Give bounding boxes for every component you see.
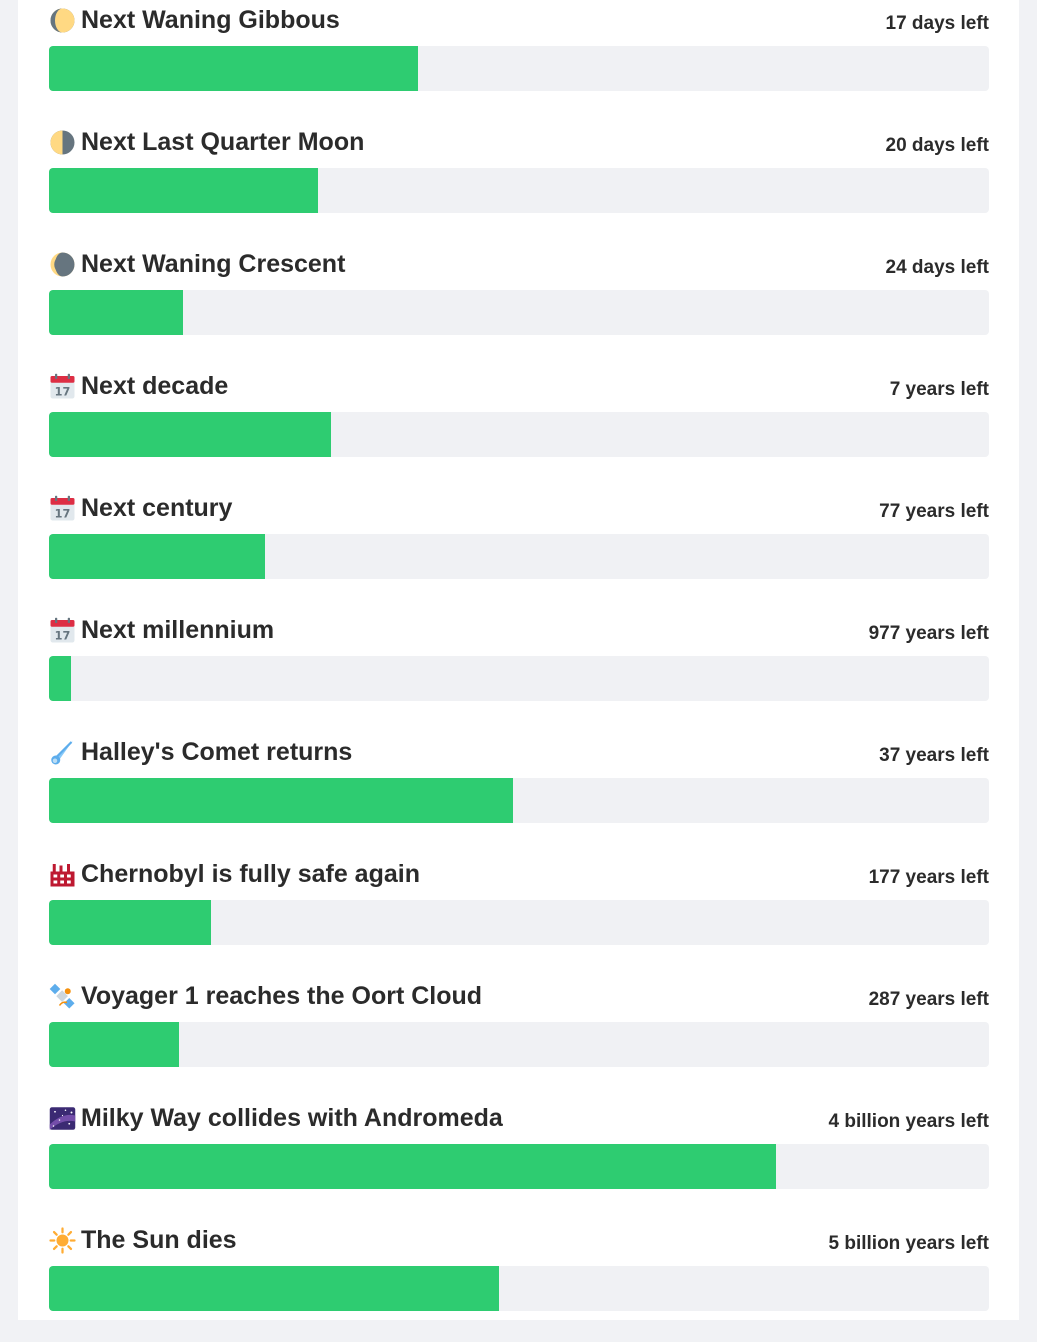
comet-icon bbox=[49, 739, 76, 766]
time-left-label: 20 days left bbox=[885, 135, 990, 156]
svg-text:17: 17 bbox=[55, 629, 71, 642]
time-left-label: 77 years left bbox=[879, 501, 989, 522]
countdown-item: Next Waning Gibbous 17 days left bbox=[49, 0, 989, 122]
countdown-title: 17 Next decade bbox=[49, 370, 228, 402]
countdown-title-text: Halley's Comet returns bbox=[81, 738, 353, 766]
countdown-item-header: Milky Way collides with Andromeda 4 bill… bbox=[49, 1102, 989, 1136]
calendar-icon: 17 bbox=[49, 373, 76, 400]
svg-text:17: 17 bbox=[55, 507, 71, 520]
time-left-label: 977 years left bbox=[868, 623, 989, 644]
progress-track bbox=[49, 46, 989, 91]
countdown-title-text: Next century bbox=[81, 494, 233, 522]
countdown-title: 17 Next century bbox=[49, 492, 232, 524]
countdown-list: Next Waning Gibbous 17 days left Next La… bbox=[49, 0, 989, 1342]
progress-fill bbox=[49, 290, 184, 335]
countdown-item: Halley's Comet returns 37 years left bbox=[49, 732, 989, 854]
satellite-icon bbox=[49, 983, 76, 1010]
progress-track bbox=[49, 534, 989, 579]
time-left-label: 17 days left bbox=[885, 13, 990, 34]
progress-track bbox=[49, 1022, 989, 1067]
progress-track bbox=[49, 1144, 989, 1189]
progress-fill bbox=[49, 1022, 179, 1067]
waning-crescent-moon-icon bbox=[49, 251, 76, 278]
progress-track bbox=[49, 778, 989, 823]
progress-fill bbox=[49, 534, 266, 579]
countdown-item-header: 17 Next millennium 977 years left bbox=[49, 614, 989, 648]
progress-fill bbox=[49, 168, 318, 213]
countdown-title: Next Last Quarter Moon bbox=[49, 126, 364, 158]
progress-fill bbox=[49, 900, 211, 945]
countdown-title-text: Chernobyl is fully safe again bbox=[81, 860, 420, 888]
countdown-item-header: Chernobyl is fully safe again 177 years … bbox=[49, 858, 989, 892]
countdown-title-text: Next Last Quarter Moon bbox=[81, 128, 365, 156]
countdown-title: 17 Next millennium bbox=[49, 614, 274, 646]
progress-fill bbox=[49, 1144, 776, 1189]
waning-gibbous-moon-icon bbox=[49, 7, 76, 34]
countdown-item: 17 Next century 77 years left bbox=[49, 488, 989, 610]
time-left-label: 177 years left bbox=[868, 867, 989, 888]
time-left-label: 4 billion years left bbox=[828, 1111, 990, 1132]
countdown-title: The Sun dies bbox=[49, 1224, 237, 1256]
progress-fill bbox=[49, 656, 71, 701]
progress-track bbox=[49, 290, 989, 335]
calendar-icon: 17 bbox=[49, 495, 76, 522]
progress-fill bbox=[49, 46, 419, 91]
countdown-title-text: The Sun dies bbox=[81, 1226, 237, 1254]
time-left-label: 7 years left bbox=[889, 379, 989, 400]
countdown-item: 17 Next decade 7 years left bbox=[49, 366, 989, 488]
progress-fill bbox=[49, 1266, 500, 1311]
progress-track bbox=[49, 1266, 989, 1311]
progress-track bbox=[49, 412, 989, 457]
countdown-item-header: Next Last Quarter Moon 20 days left bbox=[49, 126, 989, 160]
countdown-title-text: Next decade bbox=[81, 372, 229, 400]
countdown-item-header: Voyager 1 reaches the Oort Cloud 287 yea… bbox=[49, 980, 989, 1014]
time-left-label: 287 years left bbox=[868, 989, 989, 1010]
progress-track bbox=[49, 168, 989, 213]
sun-icon bbox=[49, 1226, 76, 1254]
countdown-item: Next Last Quarter Moon 20 days left bbox=[49, 122, 989, 244]
countdown-title-text: Milky Way collides with Andromeda bbox=[81, 1104, 503, 1132]
countdown-item-header: Next Waning Crescent 24 days left bbox=[49, 248, 989, 282]
countdown-item: 17 Next millennium 977 years left bbox=[49, 610, 989, 732]
countdown-item-header: The Sun dies 5 billion years left bbox=[49, 1224, 989, 1258]
countdown-item: Milky Way collides with Andromeda 4 bill… bbox=[49, 1098, 989, 1220]
countdown-title: Next Waning Gibbous bbox=[49, 4, 340, 36]
countdown-item-header: 17 Next century 77 years left bbox=[49, 492, 989, 526]
countdown-item: Next Waning Crescent 24 days left bbox=[49, 244, 989, 366]
progress-fill bbox=[49, 778, 514, 823]
countdown-item-header: 17 Next decade 7 years left bbox=[49, 370, 989, 404]
countdown-title-text: Voyager 1 reaches the Oort Cloud bbox=[81, 982, 483, 1010]
countdown-item: Voyager 1 reaches the Oort Cloud 287 yea… bbox=[49, 976, 989, 1098]
factory-icon bbox=[49, 861, 76, 888]
time-left-label: 24 days left bbox=[885, 257, 990, 278]
countdown-title-text: Next Waning Gibbous bbox=[81, 6, 340, 34]
countdown-item-header: Next Waning Gibbous 17 days left bbox=[49, 4, 989, 38]
countdown-title: Halley's Comet returns bbox=[49, 736, 352, 768]
countdown-title: Milky Way collides with Andromeda bbox=[49, 1102, 503, 1134]
last-quarter-moon-icon bbox=[49, 129, 76, 156]
countdown-card: Next Waning Gibbous 17 days left Next La… bbox=[18, 0, 1019, 1320]
countdown-title-text: Next millennium bbox=[81, 616, 275, 644]
svg-text:17: 17 bbox=[55, 385, 71, 398]
progress-fill bbox=[49, 412, 331, 457]
milky-way-icon bbox=[49, 1105, 76, 1132]
progress-track bbox=[49, 656, 989, 701]
countdown-title: Chernobyl is fully safe again bbox=[49, 858, 420, 890]
calendar-icon: 17 bbox=[49, 617, 76, 644]
countdown-title-text: Next Waning Crescent bbox=[81, 250, 346, 278]
countdown-title: Next Waning Crescent bbox=[49, 248, 345, 280]
countdown-title: Voyager 1 reaches the Oort Cloud bbox=[49, 980, 482, 1012]
progress-track bbox=[49, 900, 989, 945]
countdown-item: Chernobyl is fully safe again 177 years … bbox=[49, 854, 989, 976]
countdown-item: The Sun dies 5 billion years left bbox=[49, 1220, 989, 1342]
countdown-item-header: Halley's Comet returns 37 years left bbox=[49, 736, 989, 770]
time-left-label: 5 billion years left bbox=[828, 1233, 990, 1254]
time-left-label: 37 years left bbox=[879, 745, 989, 766]
